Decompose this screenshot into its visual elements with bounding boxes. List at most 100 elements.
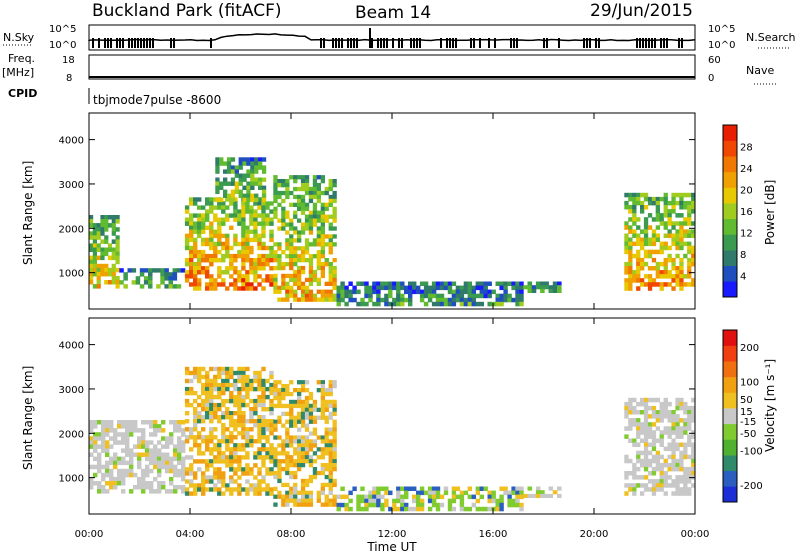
noise-search-bar [663,38,665,48]
echo-cell [328,411,333,416]
echo-cell [308,443,314,448]
echo-cell [277,451,282,456]
echo-cell [300,202,306,207]
echo-cell [647,241,653,247]
echo-cell [679,401,684,407]
echo-cell [137,464,142,470]
echo-cell [173,489,178,494]
echo-cell [655,217,660,222]
echo-cell [257,435,262,440]
echo-cell [137,476,142,482]
echo-cell [643,282,649,287]
echo-cell [117,481,122,486]
echo-cell [173,424,178,429]
echo-cell [201,221,206,226]
echo-cell [324,234,329,239]
echo-cell [328,439,333,444]
echo-cell [552,281,558,286]
echo-cell [675,253,680,259]
echo-cell [293,486,298,491]
echo-cell [332,194,337,200]
echo-cell [257,370,262,376]
echo-cell [636,483,641,488]
echo-cell [217,249,222,255]
echo-cell [229,394,234,400]
echo-cell [655,454,660,460]
echo-cell [177,460,182,466]
echo-cell [238,189,243,194]
noise-search-bar [455,38,457,48]
echo-cell [241,253,246,259]
echo-cell [250,161,255,166]
echo-cell [540,288,545,293]
echo-cell [121,440,126,445]
echo-cell [104,271,109,277]
echo-cell [667,446,672,452]
echo-cell [297,186,302,192]
echo-cell [336,502,341,508]
echo-cell [675,479,680,484]
echo-cell [161,444,166,449]
echo-cell [92,239,97,244]
echo-cell [384,301,389,307]
echo-cell [647,442,653,447]
echo-cell [372,281,377,286]
echo-cell [160,276,165,281]
echo-cell [647,266,653,271]
echo-cell [671,458,676,464]
echo-cell [111,227,116,232]
echo-cell [640,410,645,415]
echo-cell [643,241,649,247]
echo-cell [225,253,230,259]
echo-cell [304,214,310,219]
echo-cell [388,506,393,512]
echo-cell [201,407,206,412]
echo-cell [643,405,649,411]
echo-cell [249,407,254,412]
echo-cell [636,430,641,435]
echo-cell [141,489,146,494]
echo-cell [671,225,676,230]
echo-cell [691,418,696,423]
echo-cell [117,440,122,445]
echo-cell [209,221,214,226]
echo-cell [308,415,314,420]
echo-cell [165,460,170,466]
echo-cell [209,402,214,408]
echo-cell [352,486,357,491]
echo-cell [105,424,110,429]
echo-cell [643,233,649,238]
echo-cell [324,388,329,393]
echo-cell [238,161,243,166]
echo-cell [651,430,657,435]
noise-search-bar [589,38,591,48]
echo-cell [265,253,270,259]
echo-cell [628,245,633,251]
echo-cell [647,426,653,431]
echo-cell [683,410,688,415]
echo-cell [671,462,676,468]
echo-cell [300,281,306,286]
echo-cell [308,490,314,495]
echo-cell [663,225,668,230]
echo-cell [285,194,290,200]
echo-cell [308,403,314,409]
echo-cell [233,217,238,222]
echo-cell [655,233,660,238]
echo-cell [109,476,114,482]
echo-cell [289,403,294,409]
echo-cell [189,467,194,472]
echo-cell [225,463,230,468]
echo-cell [281,273,286,279]
echo-cell [285,470,290,476]
noise-search-bar [137,38,139,48]
echo-cell [328,289,333,294]
echo-cell [285,183,290,188]
echo-cell [269,217,274,222]
echo-cell [624,241,629,247]
echo-cell [304,502,310,507]
echo-cell [487,506,492,512]
echo-cell [93,444,98,449]
echo-cell [320,293,325,298]
echo-cell [201,213,206,218]
